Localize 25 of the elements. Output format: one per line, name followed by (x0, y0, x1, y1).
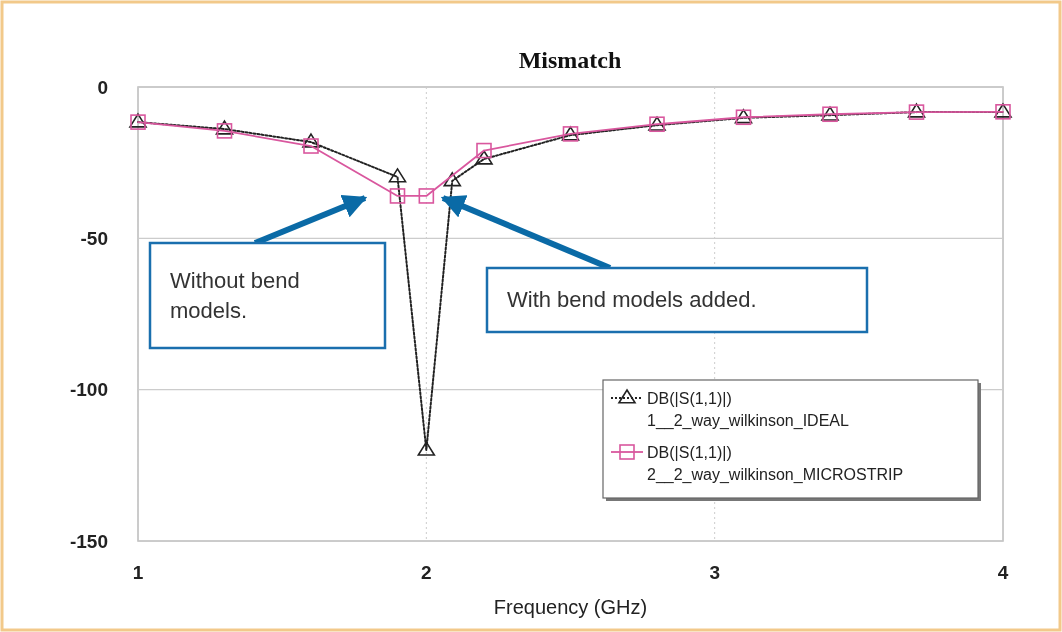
point (443, 172, 462, 187)
annotation: With bend models added. (507, 287, 757, 312)
x-tick-label: 3 (709, 562, 720, 583)
legend-label: DB(|S(1,1)|) 2__2_way_wilkinson_MICROSTRIP (647, 443, 904, 484)
y-tick-label: -100 (69, 379, 108, 401)
y-tick-label: 0 (97, 76, 108, 98)
x-tick-label: 4 (997, 562, 1009, 583)
point (302, 133, 320, 148)
y-tick-label: -150 (69, 530, 108, 552)
chart-title: Mismatch (518, 47, 622, 73)
point (476, 142, 492, 159)
point (418, 188, 435, 204)
x-tick-label: 1 (132, 562, 144, 583)
point (417, 441, 436, 456)
point (216, 123, 233, 139)
y-tick-label: -50 (80, 227, 108, 249)
legend-label: DB(|S(1,1)|) 1__2_way_wilkinson_IDEAL (647, 389, 849, 430)
point (388, 168, 407, 183)
point (475, 150, 493, 165)
point (303, 138, 319, 154)
x-tick-label: 2 (421, 562, 432, 583)
point (389, 188, 406, 204)
annotation: Without bend models. (170, 267, 300, 323)
point (215, 120, 234, 135)
x-axis-title: Frequency (GHz) (493, 596, 648, 618)
